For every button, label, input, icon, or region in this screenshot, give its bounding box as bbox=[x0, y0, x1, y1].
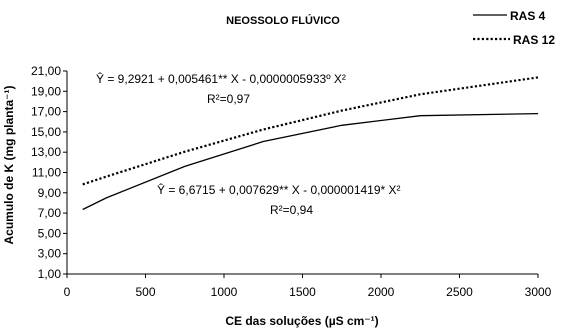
y-ticks: 1,00 3,00 5,00 7,00 9,00 11,00 13,00 15,00 17,00… bbox=[31, 64, 67, 281]
series-line-ras12 bbox=[82, 76, 539, 186]
x-tick-label: 3000 bbox=[525, 285, 552, 299]
x-axis-title: CE das soluções (µS cm⁻¹) bbox=[225, 314, 378, 328]
legend-label-ras4: RAS 4 bbox=[510, 9, 546, 23]
r2-ras4: R²=0,94 bbox=[270, 203, 313, 217]
y-tick-label: 3,00 bbox=[38, 247, 62, 261]
x-tick-label: 0 bbox=[64, 285, 71, 299]
y-tick-label: 15,00 bbox=[31, 125, 61, 139]
y-tick-label: 17,00 bbox=[31, 105, 61, 119]
y-axis-title: Acumulo de K (mg planta⁻¹) bbox=[2, 85, 16, 244]
y-tick-label: 21,00 bbox=[31, 64, 61, 78]
series-line-ras4 bbox=[82, 112, 539, 211]
chart-title: NEOSSOLO FLÚVICO bbox=[226, 14, 340, 27]
legend: RAS 4 RAS 12 bbox=[473, 9, 555, 47]
y-tick-label: 7,00 bbox=[38, 206, 62, 220]
y-tick-label: 19,00 bbox=[31, 84, 61, 98]
x-tick-label: 500 bbox=[135, 285, 155, 299]
y-tick-label: 13,00 bbox=[31, 145, 61, 159]
r2-ras12: R²=0,97 bbox=[207, 92, 250, 106]
equation-ras12: Ŷ = 9,2921 + 0,005461** X - 0,0000005933… bbox=[96, 71, 346, 86]
x-tick-label: 2000 bbox=[368, 285, 395, 299]
x-tick-label: 1000 bbox=[211, 285, 238, 299]
x-tick-label: 2500 bbox=[446, 285, 473, 299]
equation-ras4: Ŷ = 6,6715 + 0,007629** X - 0,000001419*… bbox=[157, 182, 401, 197]
legend-label-ras12: RAS 12 bbox=[513, 33, 555, 47]
y-tick-label: 9,00 bbox=[38, 186, 62, 200]
y-tick-label: 11,00 bbox=[32, 166, 61, 180]
series-layer bbox=[82, 76, 539, 211]
y-tick-label: 1,00 bbox=[38, 267, 62, 281]
x-ticks: 0 500 1000 1500 2000 2500 3000 bbox=[64, 274, 552, 299]
x-tick-label: 1500 bbox=[289, 285, 316, 299]
y-tick-label: 5,00 bbox=[38, 226, 62, 240]
